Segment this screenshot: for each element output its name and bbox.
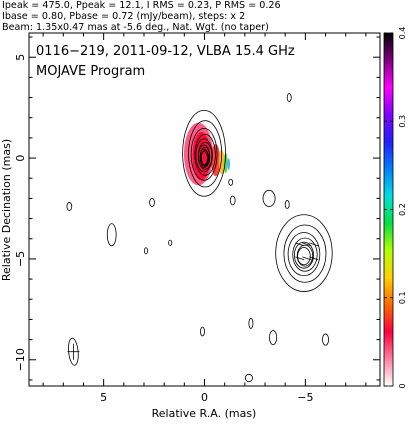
- y-tick-label-0: 5: [14, 54, 27, 61]
- header-line-3: Beam: 1.35x0.47 mas at -5.6 deg., Nat. W…: [2, 22, 269, 33]
- core-contour-9: [201, 150, 210, 166]
- core-contour-10: [200, 151, 208, 166]
- pol-patch-2: [211, 143, 221, 177]
- cb-tick-label-0: 0: [398, 383, 407, 388]
- pol-patch-5: [227, 158, 230, 171]
- y-tick-label-2: −5: [14, 251, 27, 267]
- core-contour-1: [188, 120, 223, 188]
- noise-contour-7: [269, 330, 278, 346]
- noise-contour-8: [200, 326, 205, 337]
- x-axis-label: Relative R.A. (mas): [152, 407, 257, 420]
- contour-layer: [66, 93, 333, 382]
- core-contour-3: [194, 133, 216, 176]
- cb-tick-label-4: 0.4: [398, 27, 407, 40]
- y-axis-label: Relative Decination (mas): [0, 139, 13, 281]
- y-tick-label-1: 0: [14, 155, 27, 162]
- evpa-tick-2: [309, 242, 319, 247]
- noise-contour-10: [244, 373, 253, 382]
- noise-contour-2: [286, 93, 292, 102]
- header-line-1: Ipeak = 475.0, Ppeak = 12.1, I RMS = 0.2…: [2, 0, 281, 11]
- axis-ticks: [29, 33, 380, 386]
- noise-contour-13: [262, 189, 276, 207]
- core-contour-4: [195, 138, 213, 173]
- noise-contour-4: [143, 247, 149, 255]
- colorbar-ticks: 0 0.1 0.2 0.3 0.4: [384, 27, 407, 389]
- jet-contour-3: [292, 237, 318, 272]
- core-contour-8: [199, 148, 209, 166]
- cb-tick-label-2: 0.2: [398, 203, 407, 216]
- x-tick-label-0: 5: [100, 391, 107, 404]
- jet-contour-4: [293, 241, 314, 269]
- evpa-tick-4: [302, 256, 312, 261]
- core-contour-2: [190, 127, 218, 181]
- noise-contour-6: [248, 318, 254, 329]
- jet-contour-0: [275, 214, 333, 292]
- program-label: MOJAVE Program: [36, 64, 145, 79]
- noise-contour-14: [284, 200, 290, 209]
- noise-contour-5: [168, 239, 173, 246]
- evpa-tick-1: [302, 242, 312, 247]
- beam-marker: [67, 337, 80, 366]
- source-label: 0116−219, 2011-09-12, VLBA 15.4 GHz: [36, 44, 295, 59]
- header-line-2: Ibase = 0.80, Pbase = 0.72 (mJy/beam), s…: [2, 11, 245, 22]
- beam-ellipse: [68, 337, 79, 366]
- noise-contour-0: [106, 223, 117, 247]
- noise-contour-12: [228, 178, 234, 186]
- jet-contour-1: [283, 224, 327, 283]
- cb-tick-label-1: 0.1: [398, 291, 407, 304]
- cb-tick-label-3: 0.3: [398, 115, 407, 128]
- y-tick-label-3: −10: [14, 348, 27, 371]
- jet-contour-6: [297, 247, 311, 266]
- evpa-tick-3: [295, 256, 305, 261]
- noise-contour-3: [149, 198, 155, 207]
- evpa-tick-0: [295, 242, 305, 247]
- core-contour-0: [182, 109, 226, 197]
- noise-contour-9: [322, 333, 329, 346]
- noise-contour-11: [229, 195, 236, 206]
- x-tick-label-2: −5: [297, 391, 313, 404]
- noise-contour-1: [66, 202, 73, 211]
- jet-contour-2: [287, 232, 321, 277]
- x-tick-label-1: 0: [201, 391, 208, 404]
- evpa-tick-5: [309, 256, 319, 261]
